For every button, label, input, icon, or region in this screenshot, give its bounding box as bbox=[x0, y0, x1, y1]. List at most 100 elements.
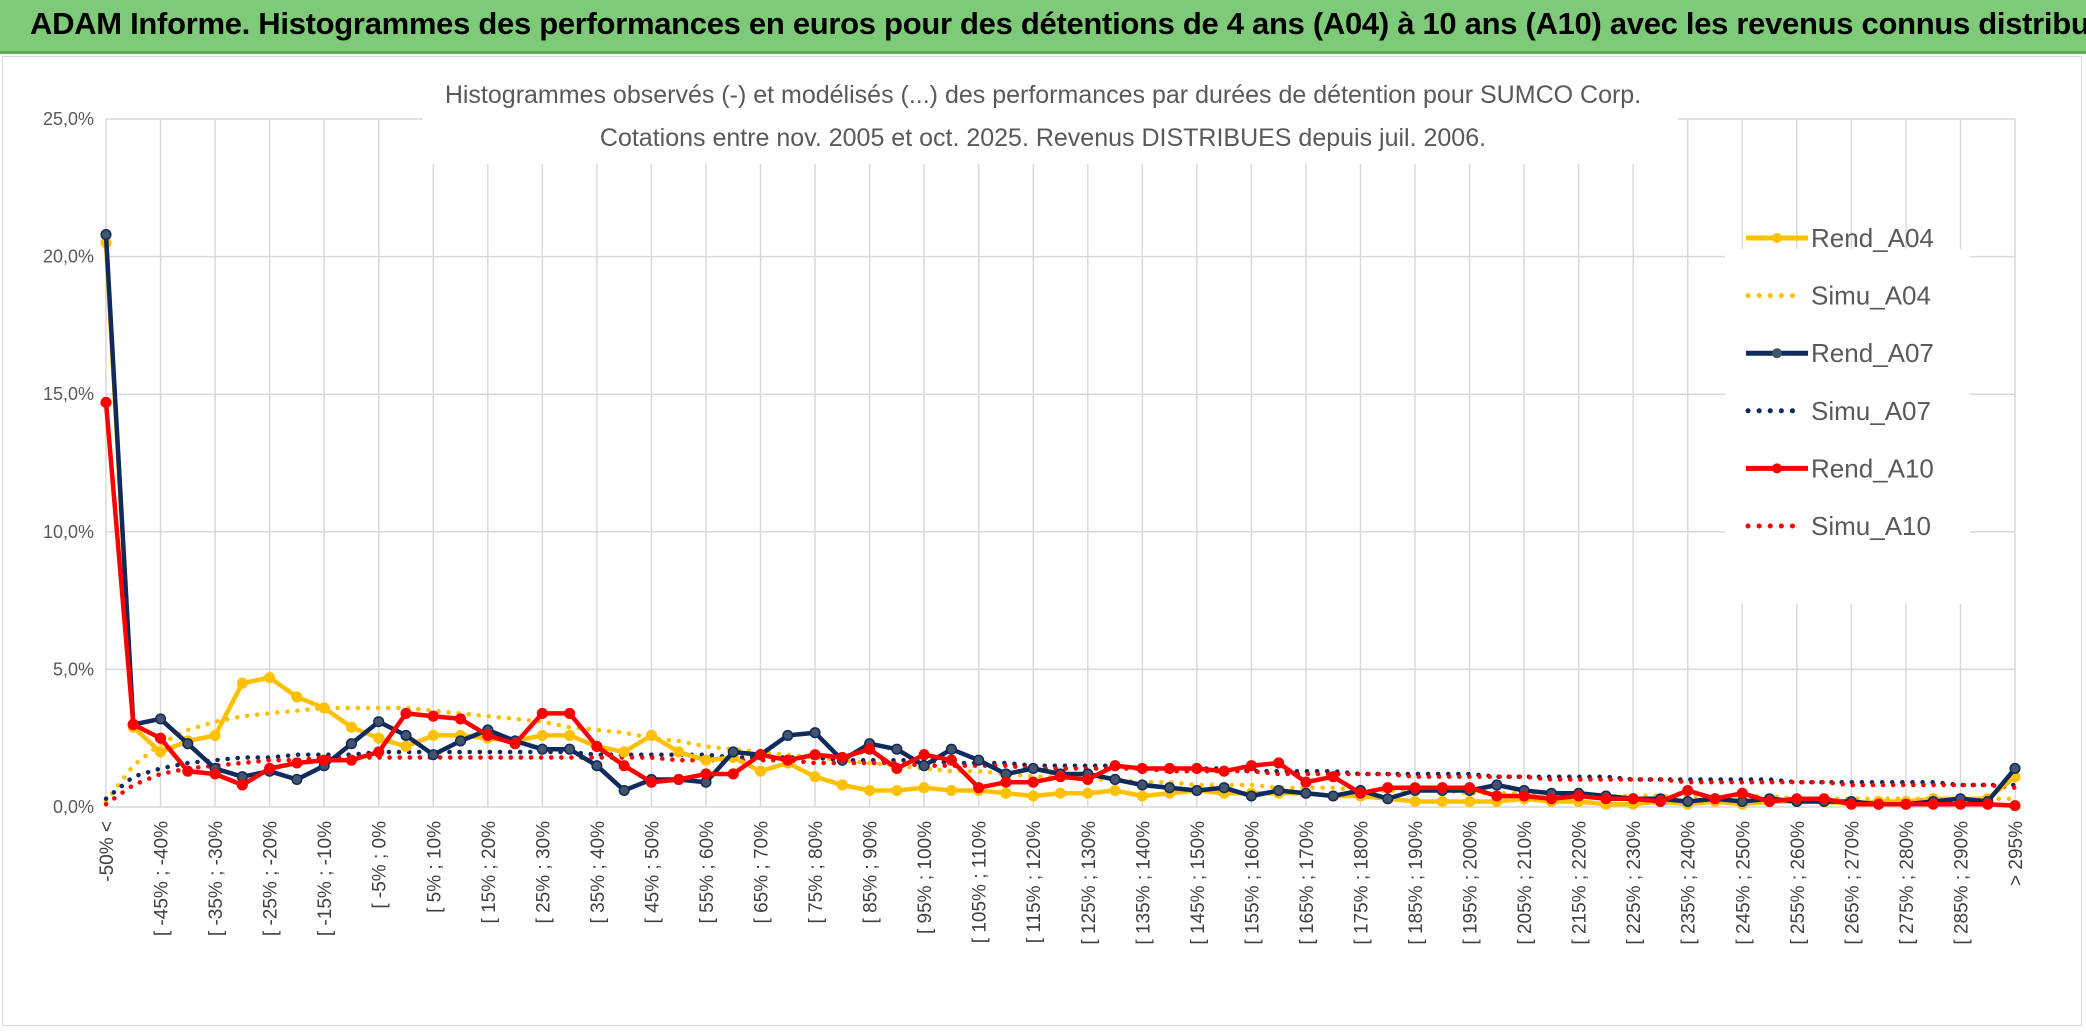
data-point bbox=[645, 776, 657, 788]
data-point bbox=[1791, 793, 1803, 805]
y-axis-ticks: 0,0% 5,0% 10,0% 15,0% 20,0% 25,0% bbox=[43, 109, 94, 817]
data-point bbox=[782, 729, 794, 741]
data-point bbox=[400, 729, 412, 741]
data-point bbox=[454, 735, 467, 747]
legend-item: Rend_A10 bbox=[1746, 453, 1934, 483]
report-title: ADAM Informe. Histogrammes des performan… bbox=[30, 6, 2086, 41]
x-tick-label: [ -35% ; -30% bbox=[206, 821, 227, 936]
data-point bbox=[918, 760, 930, 772]
data-point bbox=[1027, 776, 1039, 788]
x-tick-label: [ -45% ; -40% bbox=[152, 821, 173, 936]
data-point bbox=[564, 729, 576, 741]
data-point bbox=[373, 732, 385, 744]
data-point bbox=[1354, 787, 1367, 799]
data-point bbox=[945, 754, 957, 766]
data-point bbox=[1082, 773, 1094, 786]
y-tick-label: 0,0% bbox=[53, 797, 94, 817]
data-point bbox=[182, 765, 194, 777]
data-point bbox=[1327, 790, 1339, 802]
data-point bbox=[536, 707, 548, 719]
data-point bbox=[1191, 784, 1203, 797]
data-point bbox=[564, 707, 576, 719]
data-point bbox=[1709, 793, 1721, 805]
data-point bbox=[291, 691, 303, 703]
x-tick-label: [ 265% ; 270% bbox=[1842, 821, 1863, 945]
x-tick-label: [ 185% ; 190% bbox=[1406, 821, 1427, 945]
data-point bbox=[1382, 793, 1394, 805]
data-point bbox=[1873, 798, 1885, 810]
x-tick-label: [ 175% ; 180% bbox=[1351, 821, 1372, 945]
data-point bbox=[1327, 771, 1339, 783]
data-point bbox=[1300, 787, 1312, 799]
data-point bbox=[154, 732, 167, 744]
x-tick-label: [ 125% ; 130% bbox=[1079, 821, 1100, 945]
data-point bbox=[918, 749, 930, 761]
data-point bbox=[1027, 790, 1039, 802]
x-tick-label: [ 35% ; 40% bbox=[588, 821, 609, 924]
data-point bbox=[727, 746, 739, 758]
data-point bbox=[154, 746, 167, 758]
histogram-chart: 0,0% 5,0% 10,0% 15,0% 20,0% 25,0% -50% < [ -45… bbox=[43, 59, 2027, 945]
data-point bbox=[1409, 795, 1421, 808]
data-point bbox=[754, 765, 767, 777]
data-point bbox=[209, 768, 221, 780]
data-point bbox=[1491, 779, 1503, 791]
data-point bbox=[809, 771, 821, 783]
data-point bbox=[127, 718, 139, 730]
legend-label: Simu_A10 bbox=[1811, 511, 1931, 541]
data-point bbox=[1109, 773, 1121, 786]
data-point bbox=[973, 782, 985, 794]
data-point bbox=[727, 768, 739, 780]
chart-title-group: Histogrammes observés (-) et modélisés (… bbox=[423, 59, 1678, 164]
series-line-dotted bbox=[103, 705, 2018, 804]
legend-label: Rend_A07 bbox=[1811, 338, 1934, 368]
data-point bbox=[918, 782, 930, 794]
x-tick-label: [ 45% ; 50% bbox=[642, 821, 663, 924]
legend-marker bbox=[1772, 233, 1782, 243]
data-point bbox=[1136, 762, 1148, 775]
data-point bbox=[1027, 762, 1039, 775]
y-tick-label: 25,0% bbox=[43, 109, 94, 129]
series-lines bbox=[100, 229, 2021, 812]
data-point bbox=[645, 729, 657, 741]
data-point bbox=[1518, 790, 1530, 802]
x-tick-label: [ 195% ; 200% bbox=[1461, 821, 1482, 945]
data-point bbox=[482, 729, 494, 741]
data-point bbox=[1464, 795, 1476, 808]
data-point bbox=[1109, 784, 1121, 797]
data-point bbox=[345, 754, 357, 766]
data-point bbox=[864, 784, 876, 797]
data-point bbox=[1464, 782, 1476, 794]
data-point bbox=[1191, 762, 1203, 775]
x-tick-label: [ 275% ; 280% bbox=[1897, 821, 1918, 945]
legend-label: Rend_A10 bbox=[1811, 453, 1934, 483]
data-point bbox=[864, 743, 876, 755]
data-point bbox=[1818, 793, 1830, 805]
data-point bbox=[836, 779, 848, 791]
data-point bbox=[700, 754, 712, 766]
report-banner: ADAM Informe. Histogrammes des performan… bbox=[0, 0, 2086, 54]
data-point bbox=[591, 760, 603, 772]
data-point bbox=[100, 396, 112, 409]
x-tick-label: [ -5% ; 0% bbox=[370, 821, 391, 909]
data-point bbox=[1982, 798, 1994, 810]
x-tick-label: [ -15% ; -10% bbox=[315, 821, 336, 936]
chart-title: Histogrammes observés (-) et modélisés (… bbox=[445, 81, 1641, 109]
data-point bbox=[1600, 793, 1612, 805]
x-tick-label: [ 205% ; 210% bbox=[1515, 821, 1536, 945]
data-point bbox=[2009, 762, 2021, 775]
data-point bbox=[1845, 798, 1857, 810]
data-point bbox=[836, 751, 848, 764]
x-tick-label: -50% < bbox=[97, 821, 118, 882]
data-point bbox=[782, 754, 794, 766]
y-tick-label: 10,0% bbox=[43, 522, 94, 542]
series-rend-a10 bbox=[100, 396, 2021, 812]
data-point bbox=[182, 738, 194, 750]
x-tick-label: [ 25% ; 30% bbox=[533, 821, 554, 924]
data-point bbox=[1164, 762, 1176, 775]
data-point bbox=[564, 743, 576, 755]
y-tick-label: 15,0% bbox=[43, 384, 94, 404]
data-point bbox=[1682, 795, 1694, 808]
data-point bbox=[618, 760, 630, 772]
data-point bbox=[1436, 782, 1448, 794]
